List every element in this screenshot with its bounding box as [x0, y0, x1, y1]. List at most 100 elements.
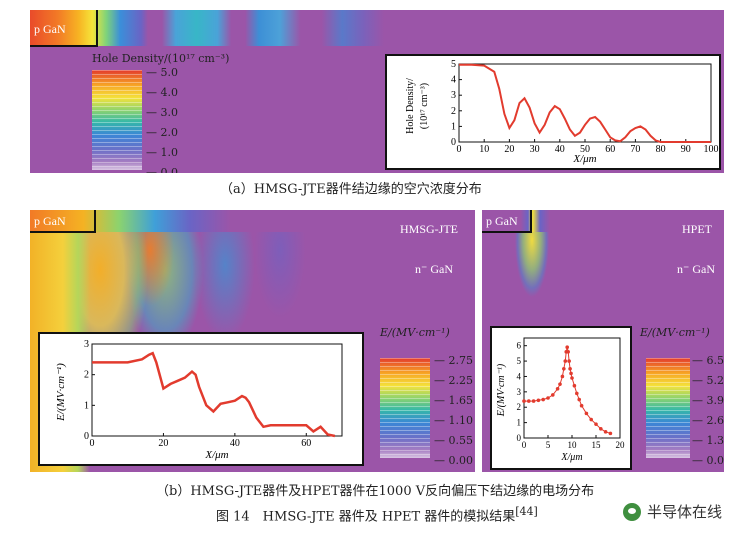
- p-gan-label-b2: p GaN: [486, 214, 518, 228]
- e-field-legend-b1-tick-2: — 1.65: [434, 394, 473, 407]
- hpet-ytick-label-3: 3: [517, 387, 522, 397]
- hmsg-jte-ytick-label-2: 2: [84, 370, 89, 381]
- figure-caption-text: 图 14 HMSG-JTE 器件及 HPET 器件的模拟结果: [216, 509, 516, 525]
- wechat-icon: [622, 502, 641, 521]
- hole-density-xtick-label-7: 70: [630, 144, 640, 155]
- hpet-point-3: [536, 398, 541, 403]
- hmsg-jte-ylabel: E/(MV·cm⁻¹): [55, 363, 67, 422]
- hpet-xlabel: X/μm: [560, 452, 582, 463]
- hmsg-jte-ytick-label-0: 0: [84, 431, 89, 442]
- hpet-ylabel: E/(MV·cm⁻¹): [496, 363, 507, 417]
- hmsg-jte-ytick-label-3: 3: [84, 339, 89, 350]
- hpet-point-7: [555, 386, 560, 391]
- panel-b-hpet: p GaN HPET n⁻ GaN E/(MV·cm⁻¹) — 6.5 — 5.2…: [482, 210, 724, 472]
- hole-density-xtick-label-5: 50: [580, 144, 590, 155]
- hpet-ytick-label-4: 4: [517, 371, 522, 381]
- hpet-xtick-label-3: 15: [592, 440, 602, 450]
- hpet-inset-chart: 0 5 10 15 20 0 1 2 3 4 5 6 X/μm E/(MV·cm⁻¹): [490, 326, 632, 470]
- figure-caption: 图 14 HMSG-JTE 器件及 HPET 器件的模拟结果[44]: [216, 505, 538, 524]
- hole-density-series-line: [459, 63, 711, 143]
- hpet-point-21: [577, 397, 581, 402]
- n-gan-label-b2: n⁻ GaN: [677, 262, 715, 276]
- hpet-point-23: [584, 411, 589, 416]
- p-gan-label: p GaN: [34, 22, 66, 36]
- hpet-point-8: [558, 382, 562, 386]
- hpet-point-26: [599, 426, 603, 431]
- hole-density-legend-tick-3: — 2.0: [146, 126, 178, 139]
- hole-density-line-chart: 0 10 20 30 40 50 60 70 80 90 100 0 1 2 3 4 5 X/μm Hole Den…: [405, 59, 719, 165]
- caption-a: （a）HMSG-JTE器件结边缘的空穴浓度分布: [220, 182, 482, 197]
- e-field-legend-ticks-b2: — 6.5 — 5.2 — 3.9 — 2.6 — 1.3 — 0.0: [692, 354, 724, 467]
- hpet-point-9: [560, 374, 565, 379]
- hpet-ytick-label-6: 6: [517, 341, 522, 351]
- p-gan-layer: [30, 10, 724, 46]
- hole-density-legend-tick-4: — 1.0: [146, 146, 178, 159]
- hole-density-xtick-label-2: 20: [504, 144, 514, 155]
- e-field-legend-b2-tick-4: — 1.3: [692, 434, 724, 447]
- hmsg-jte-series-line: [92, 351, 336, 438]
- e-field-legend-b1-tick-1: — 2.25: [434, 374, 473, 387]
- hpet-point-2: [531, 399, 536, 403]
- e-field-legend-b1-tick-5: — 0.00: [434, 454, 473, 467]
- hole-density-colorbar: [92, 70, 142, 170]
- hole-density-xtick-label-0: 0: [457, 144, 462, 155]
- hpet-ytick-label-5: 5: [517, 356, 522, 366]
- hpet-point-25: [594, 422, 598, 426]
- hpet-point-1: [527, 399, 531, 403]
- hmsg-jte-xtick-label-1: 20: [158, 438, 168, 449]
- hmsg-jte-xtick-label-3: 60: [301, 438, 311, 449]
- hpet-point-19: [572, 383, 577, 388]
- hole-density-xtick-label-4: 40: [555, 144, 565, 155]
- hmsg-jte-xtick-label-0: 0: [90, 438, 95, 449]
- e-field-legend-b2-tick-1: — 5.2: [692, 374, 724, 387]
- p-gan-bottom-line-b2: [482, 231, 532, 233]
- e-field-legend-b1-tick-3: — 1.10: [434, 414, 473, 427]
- e-field-legend-title-b1: E/(MV·cm⁻¹): [380, 326, 450, 339]
- e-field-legend-b2-tick-3: — 2.6: [692, 414, 724, 427]
- hpet-xtick-label-1: 5: [546, 440, 551, 450]
- hpet-point-27: [603, 430, 608, 434]
- hpet-point-5: [546, 396, 550, 400]
- hpet-point-10: [562, 366, 566, 371]
- hpet-point-11: [563, 359, 568, 363]
- p-gan-bottom-line-b1: [30, 231, 96, 233]
- hmsg-jte-p-gan-strip: [30, 210, 475, 232]
- e-field-legend-b2-tick-5: — 0.0: [692, 454, 724, 467]
- hole-density-yunit: (10¹⁷ cm⁻³): [419, 83, 430, 129]
- p-gan-divider: [96, 10, 98, 46]
- hole-density-xtick-label-10: 100: [704, 144, 719, 155]
- caption-b: （b）HMSG-JTE器件及HPET器件在1000 V反向偏压下结边缘的电场分布: [156, 484, 595, 499]
- hpet-point-28: [608, 431, 613, 436]
- hole-density-plot-frame: [458, 63, 712, 143]
- hpet-xtick-label-2: 10: [568, 440, 578, 450]
- hpet-point-6: [551, 393, 555, 397]
- hmsg-jte-title: HMSG-JTE: [400, 222, 459, 236]
- hpet-point-15: [567, 359, 571, 363]
- hole-density-xtick-label-8: 80: [656, 144, 666, 155]
- p-gan-divider-b2: [530, 210, 532, 232]
- hpet-point-4: [541, 397, 545, 402]
- hole-density-inset-chart: 0 10 20 30 40 50 60 70 80 90 100 0 1 2 3 4 5 X/μm Hole Den…: [385, 54, 721, 170]
- e-field-legend-b1-tick-0: — 2.75: [434, 354, 473, 367]
- hmsg-jte-plot-frame: [91, 343, 343, 437]
- e-field-colorbar-b2: [646, 358, 690, 458]
- hole-density-ylabel: Hole Density/: [405, 78, 416, 134]
- p-gan-bottom-line: [30, 45, 98, 47]
- hpet-xtick-label-0: 0: [522, 440, 527, 450]
- hpet-point-20: [575, 391, 579, 396]
- panel-b-hmsg-jte: p GaN HMSG-JTE n⁻ GaN E/(MV·cm⁻¹) — 2.75…: [30, 210, 475, 472]
- hpet-point-17: [569, 371, 573, 376]
- hole-density-xlabel: X/μm: [572, 153, 596, 165]
- hole-density-xtick-label-3: 30: [530, 144, 540, 155]
- hpet-ytick-label-1: 1: [517, 418, 522, 428]
- hmsg-jte-inset-chart: 0 20 40 60 0 1 2 3 X/μm E/(MV·cm⁻¹): [38, 332, 364, 466]
- watermark-text: 半导体在线: [646, 503, 722, 521]
- p-gan-divider-b1: [94, 210, 96, 232]
- n-gan-label-b1: n⁻ GaN: [415, 262, 453, 276]
- hole-density-legend-tick-0: — 5.0: [146, 66, 178, 79]
- hole-density-legend-tick-2: — 3.0: [146, 106, 178, 119]
- e-field-legend-title-b2: E/(MV·cm⁻¹): [640, 326, 710, 339]
- hole-density-ytick-label-2: 2: [451, 106, 456, 117]
- hole-density-legend-title: Hole Density/(10¹⁷ cm⁻³): [92, 52, 230, 65]
- hole-density-legend-ticks: — 5.0 — 4.0 — 3.0 — 2.0 — 1.0 — 0.0: [146, 66, 186, 173]
